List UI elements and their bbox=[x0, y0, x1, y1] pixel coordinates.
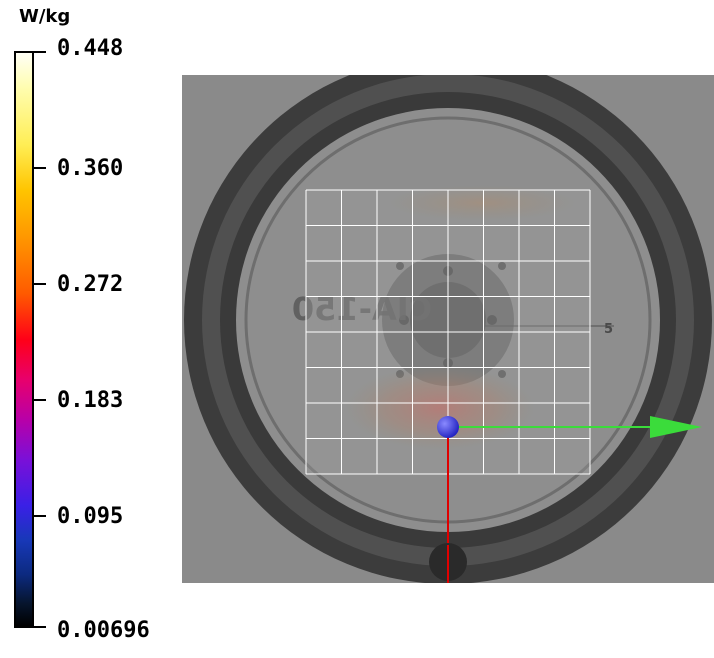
x-axis-arrowhead bbox=[650, 416, 702, 438]
measurement-grid bbox=[305, 189, 591, 475]
unit-label: W/kg bbox=[19, 6, 71, 27]
colorbar-tick-4 bbox=[34, 399, 46, 401]
origin-marker bbox=[437, 416, 459, 438]
colorbar-tick-2 bbox=[34, 167, 46, 169]
bolt-hole bbox=[498, 262, 506, 270]
sar-secondary-spot bbox=[387, 185, 577, 221]
colorbar-scale bbox=[14, 51, 34, 628]
colorbar-tick-3 bbox=[34, 283, 46, 285]
bolt-hole bbox=[396, 262, 404, 270]
phantom-scan-view: 5 CIA-150 bbox=[182, 75, 714, 583]
colorbar-tick-1 bbox=[34, 51, 46, 53]
colorbar-label-3: 0.272 bbox=[57, 272, 124, 297]
ruler-mark: 5 bbox=[604, 322, 613, 337]
bolt-hole bbox=[487, 315, 497, 325]
colorbar-label-5: 0.095 bbox=[57, 504, 124, 529]
bolt-hole bbox=[399, 315, 409, 325]
colorbar-tick-5 bbox=[34, 515, 46, 517]
colorbar-tick-6 bbox=[34, 626, 46, 628]
sar-hotspot bbox=[345, 366, 535, 450]
colorbar-label-max: 0.448 bbox=[57, 36, 124, 61]
colorbar-label-4: 0.183 bbox=[57, 388, 124, 413]
colorbar-label-2: 0.360 bbox=[57, 156, 124, 181]
colorbar-label-min: 0.00696 bbox=[57, 618, 150, 643]
